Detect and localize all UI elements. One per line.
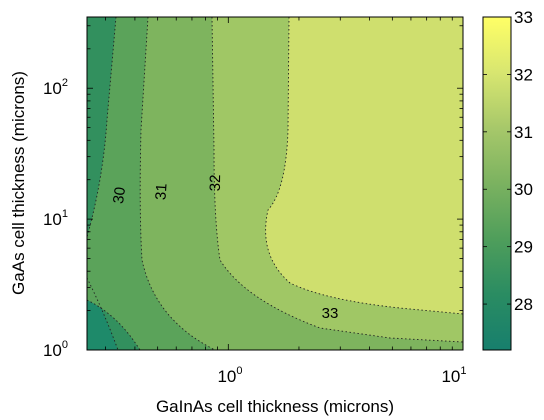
y-axis-ticks: [87, 25, 463, 351]
contour-label-33: 33: [322, 305, 339, 322]
colorbar: 33 32 31 30 29 28: [482, 8, 533, 351]
contour-line: [139, 17, 216, 350]
contour-line: [211, 17, 463, 343]
x-axis-ticks: [105, 17, 464, 350]
colorbar-tick-label: 31: [514, 123, 533, 142]
colorbar-tick-label: 28: [514, 295, 533, 314]
colorbar-tick-label: 29: [514, 238, 533, 257]
contour-label-32: 32: [207, 174, 224, 191]
y-tick-label: 101: [43, 208, 68, 229]
plot-area: [87, 17, 463, 350]
colorbar-fill: [482, 16, 512, 351]
contour-labels: 30 31 32 33: [110, 174, 338, 322]
x-tick-label: 100: [217, 365, 242, 386]
contour-label-31: 31: [152, 183, 170, 201]
region-32-33: [265, 17, 463, 314]
plot-frame: [86, 16, 464, 351]
contour-lines: [87, 17, 463, 350]
colorbar-tick-label: 33: [514, 8, 533, 27]
colorbar-labels: 33 32 31 30 29 28: [514, 8, 533, 314]
y-tick-label: 102: [43, 77, 68, 98]
y-tick-label: 100: [43, 339, 68, 360]
x-tick-label: 101: [441, 365, 466, 386]
colorbar-tick-label: 30: [514, 180, 533, 199]
contour-label-30: 30: [110, 186, 129, 205]
colorbar-tick-label: 32: [514, 65, 533, 84]
y-axis-title: GaAs cell thickness (microns): [9, 71, 28, 295]
x-axis-title: GaInAs cell thickness (microns): [156, 397, 394, 416]
colorbar-ticks: [483, 16, 511, 305]
